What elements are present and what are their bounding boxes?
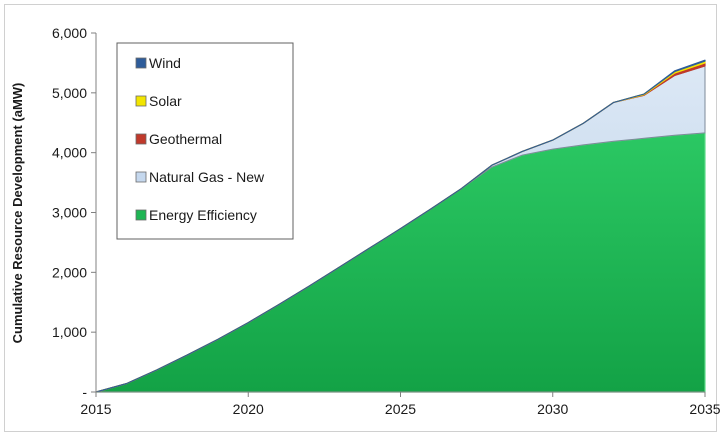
x-tick-label: 2015: [80, 401, 111, 417]
legend-label: Energy Efficiency: [149, 207, 257, 223]
y-tick-label: 6,000: [52, 25, 87, 41]
area-series-group: [95, 59, 706, 393]
legend-swatch: [135, 171, 147, 183]
y-tick-label: -: [82, 384, 87, 400]
legend-swatch: [135, 57, 147, 69]
legend-item-energy-efficiency: Energy Efficiency: [135, 207, 257, 223]
legend-label: Natural Gas - New: [149, 169, 265, 185]
legend: Wind Solar Geothermal Natural Gas - New Ener…: [116, 42, 294, 240]
y-tick-label: 3,000: [52, 205, 87, 221]
y-axis-title: Cumulative Resource Development (aMW): [10, 83, 25, 344]
y-tick-label: 1,000: [52, 324, 87, 340]
legend-item-geothermal: Geothermal: [135, 131, 222, 147]
legend-swatch: [135, 95, 147, 107]
legend-item-solar: Solar: [135, 93, 182, 109]
x-tick-label: 2020: [233, 401, 264, 417]
legend-label: Geothermal: [149, 131, 222, 147]
legend-swatch: [135, 133, 147, 145]
y-tick-label: 5,000: [52, 85, 87, 101]
x-tick-label: 2030: [537, 401, 568, 417]
legend-swatch: [135, 209, 147, 221]
x-tick-label: 2035: [689, 401, 720, 417]
legend-item-natural-gas-new: Natural Gas - New: [135, 169, 265, 185]
y-tick-labels: - 1,000 2,000 3,000 4,000 5,000 6,000: [52, 25, 96, 400]
y-tick-label: 2,000: [52, 264, 87, 280]
legend-label: Wind: [149, 55, 181, 71]
x-tick-label: 2025: [385, 401, 416, 417]
x-tick-labels: 2015 2020 2025 2030 2035: [80, 392, 721, 417]
legend-item-wind: Wind: [135, 55, 181, 71]
area-wind: [95, 59, 706, 393]
legend-label: Solar: [149, 93, 182, 109]
y-tick-label: 4,000: [52, 145, 87, 161]
